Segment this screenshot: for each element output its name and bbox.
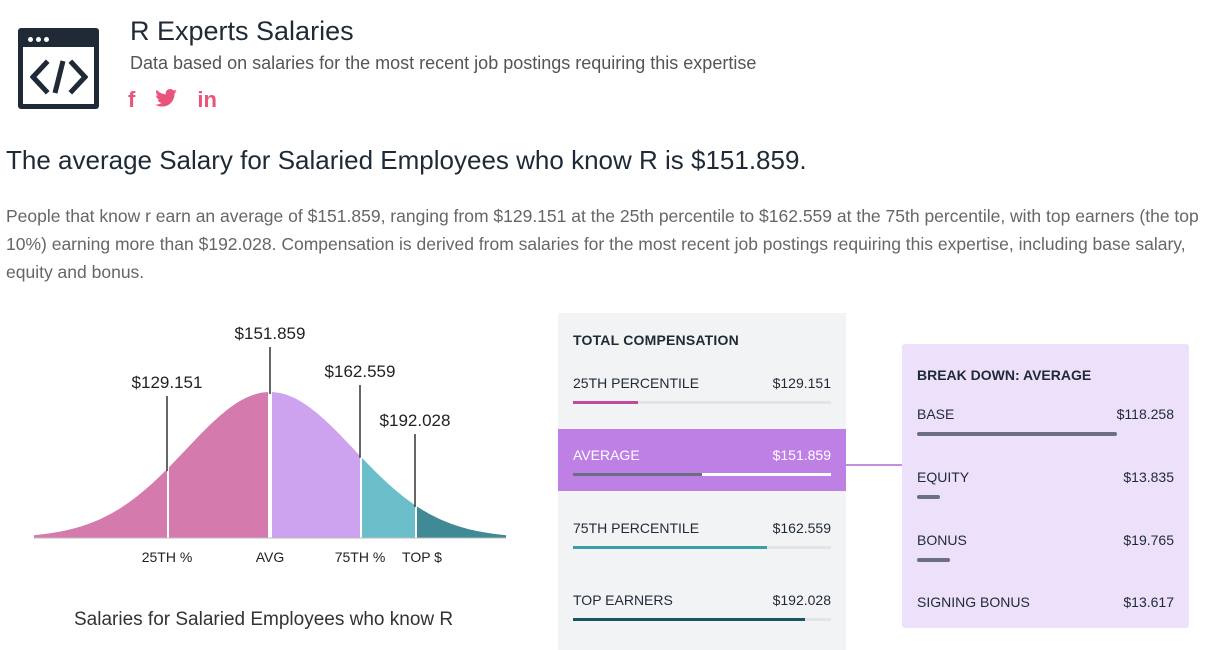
breakdown-value: $118.258 <box>1116 406 1174 422</box>
logo-dot <box>36 37 41 42</box>
card-title: TOTAL COMPENSATION <box>573 332 739 348</box>
marker-axis-label: TOP $ <box>402 549 442 565</box>
curve-region <box>362 457 415 538</box>
breakdown-bar-track <box>917 558 1174 562</box>
breakdown-connector <box>846 464 902 466</box>
breakdown-row-equity: EQUITY $13.835 <box>917 469 1174 503</box>
social-links: f in <box>128 88 217 112</box>
breakdown-title: BREAK DOWN: AVERAGE <box>917 367 1092 383</box>
breakdown-value: $13.835 <box>1123 469 1174 485</box>
chart-caption: Salaries for Salaried Employees who know… <box>74 609 454 630</box>
comp-bar-track <box>573 473 831 476</box>
comp-row-top-earners: TOP EARNERS $192.028 <box>573 592 831 626</box>
breakdown-bar-track <box>917 432 1174 436</box>
comp-bar-fill <box>573 618 806 621</box>
marker-value-label: $129.151 <box>132 373 203 392</box>
breakdown-label: BASE <box>917 406 955 422</box>
breakdown-row-bonus: BONUS $19.765 <box>917 532 1174 566</box>
total-compensation-card: TOTAL COMPENSATION 25TH PERCENTILE $129.… <box>558 313 846 650</box>
comp-label: AVERAGE <box>573 447 640 463</box>
linkedin-icon[interactable]: in <box>197 87 217 112</box>
breakdown-label: EQUITY <box>917 469 970 485</box>
comp-bar-track <box>573 618 831 621</box>
comp-row-average: AVERAGE $151.859 <box>573 447 831 481</box>
breakdown-value: $19.765 <box>1123 532 1174 548</box>
breakdown-bar-fill <box>917 495 941 499</box>
marker-value-label: $151.859 <box>235 324 306 343</box>
marker-axis-label: 25TH % <box>142 549 193 565</box>
code-brackets-icon <box>30 59 88 95</box>
comp-label: 75TH PERCENTILE <box>573 520 700 536</box>
breakdown-label: SIGNING BONUS <box>917 594 1030 610</box>
marker-value-label: $192.028 <box>380 411 451 430</box>
description: People that know r earn an average of $1… <box>6 206 1199 282</box>
breakdown-bar-track <box>917 495 1174 499</box>
marker-axis-label: 75TH % <box>335 549 386 565</box>
curve-region <box>272 392 360 538</box>
comp-value: $151.859 <box>772 447 831 463</box>
curve-region <box>169 392 268 538</box>
breakdown-card: BREAK DOWN: AVERAGE BASE $118.258 EQUITY… <box>902 344 1189 628</box>
comp-row-75th: 75TH PERCENTILE $162.559 <box>573 520 831 554</box>
page-subtitle: Data based on salaries for the most rece… <box>130 53 757 73</box>
logo-dot <box>28 37 33 42</box>
comp-bar-track <box>573 546 831 549</box>
breakdown-label: BONUS <box>917 532 967 548</box>
comp-bar-fill <box>573 546 767 549</box>
marker-value-label: $162.559 <box>325 362 396 381</box>
logo-titlebar <box>23 33 94 47</box>
comp-bar-fill <box>573 473 702 476</box>
curve-region <box>34 469 167 538</box>
twitter-icon[interactable] <box>155 88 178 112</box>
breakdown-row-signing-bonus: SIGNING BONUS $13.617 <box>917 594 1174 628</box>
comp-label: 25TH PERCENTILE <box>573 375 700 391</box>
salary-distribution-chart: $129.151 25TH % $151.859 AVG $162.559 75TH % $… <box>34 324 506 565</box>
facebook-icon[interactable]: f <box>128 87 136 112</box>
comp-row-25th: 25TH PERCENTILE $129.151 <box>573 375 831 409</box>
comp-value: $192.028 <box>772 592 831 608</box>
breakdown-value: $13.617 <box>1123 594 1174 610</box>
breakdown-bar-fill <box>917 432 1118 436</box>
curve-region <box>417 506 506 538</box>
comp-bar-track <box>573 401 831 404</box>
comp-value: $129.151 <box>772 375 831 391</box>
breakdown-bar-fill <box>917 558 951 562</box>
breakdown-row-base: BASE $118.258 <box>917 406 1174 440</box>
comp-bar-fill <box>573 401 638 404</box>
comp-value: $162.559 <box>772 520 831 536</box>
page-title: R Experts Salaries <box>130 16 354 46</box>
code-window-logo-icon <box>18 28 99 109</box>
headline: The average Salary for Salaried Employee… <box>6 145 807 175</box>
logo-dot <box>44 37 49 42</box>
marker-axis-label: AVG <box>256 549 285 565</box>
comp-label: TOP EARNERS <box>573 592 673 608</box>
comp-row-average-highlight[interactable]: AVERAGE $151.859 <box>558 429 846 491</box>
